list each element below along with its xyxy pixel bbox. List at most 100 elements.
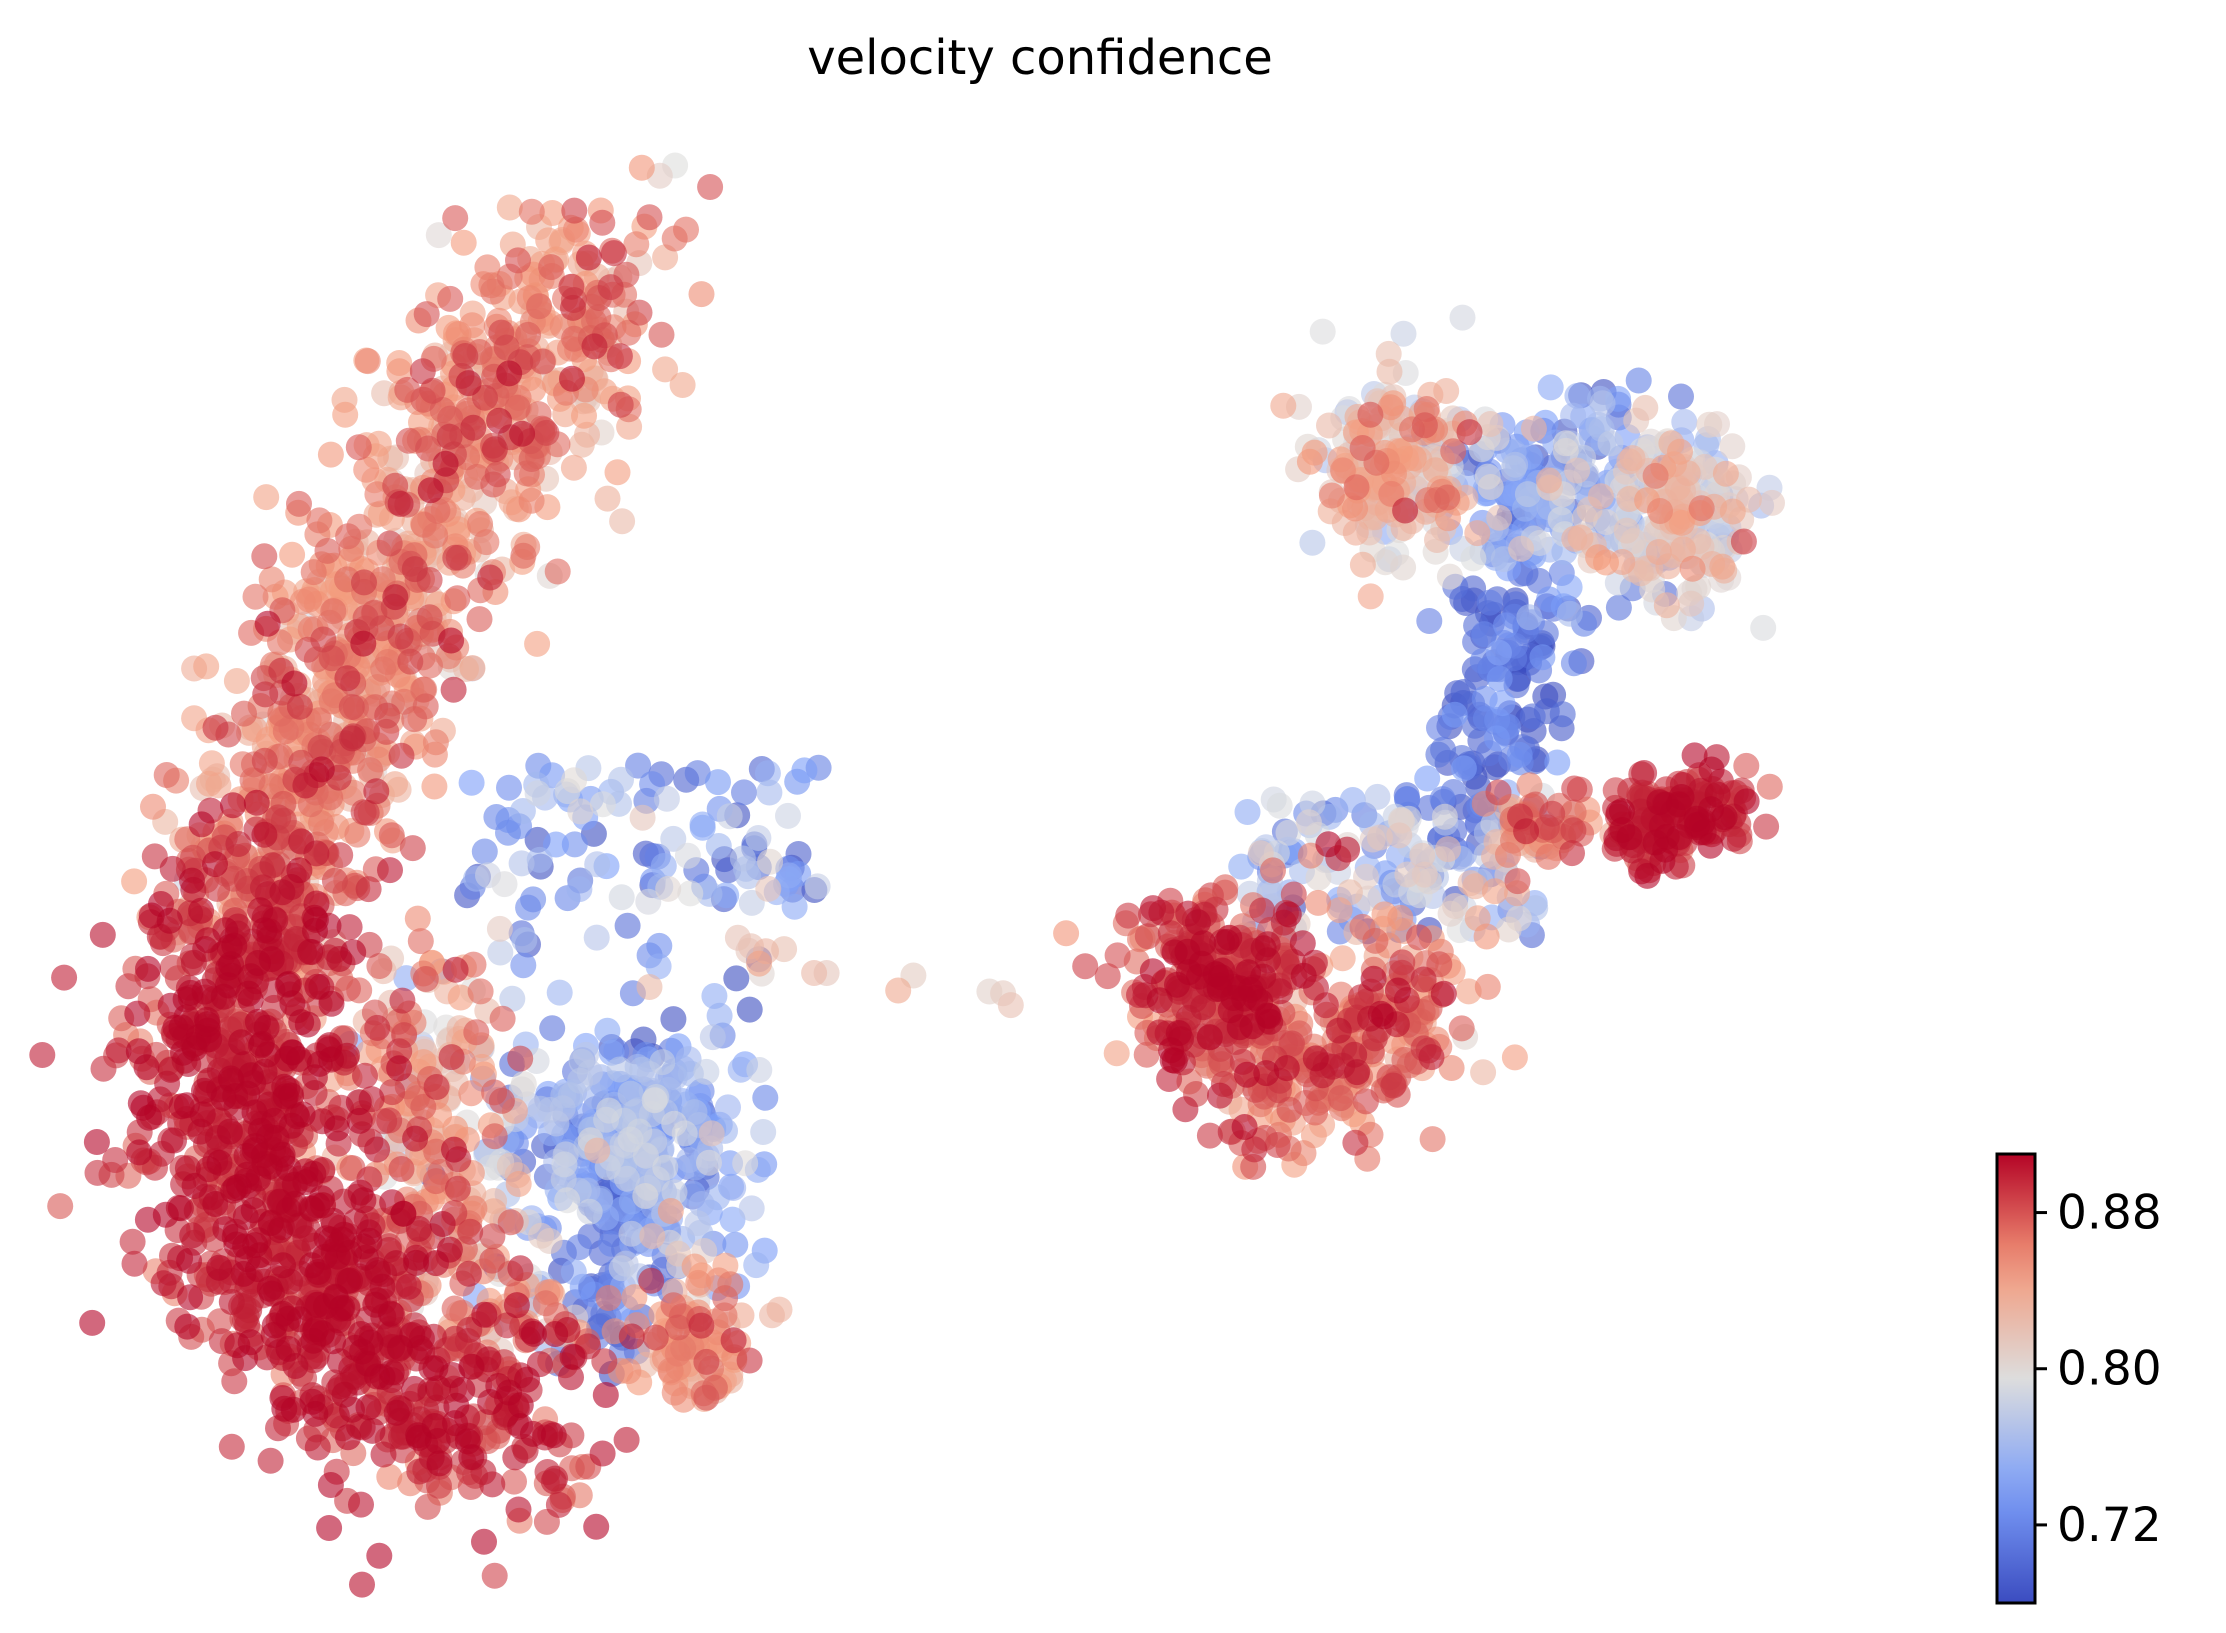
scatter-point — [1202, 961, 1229, 988]
scatter-point — [422, 1168, 449, 1195]
scatter-point — [1460, 545, 1487, 572]
scatter-point — [584, 1137, 611, 1164]
scatter-point — [198, 750, 225, 777]
scatter-point — [1514, 481, 1541, 508]
scatter-point — [335, 523, 362, 550]
scatter-point — [382, 584, 409, 611]
scatter-point — [296, 586, 323, 613]
scatter-point — [518, 1318, 545, 1345]
scatter-point — [618, 1323, 645, 1350]
scatter-point — [1342, 495, 1369, 522]
scatter-point — [308, 756, 335, 783]
scatter-point — [1329, 945, 1356, 972]
scatter-point — [635, 888, 662, 915]
scatter-point — [567, 798, 594, 825]
scatter-point — [720, 1327, 747, 1354]
scatter-point — [1134, 923, 1161, 950]
scatter-point — [595, 1285, 622, 1311]
scatter-point — [705, 833, 732, 859]
scatter-point — [720, 1175, 747, 1201]
scatter-point — [539, 200, 566, 226]
scatter-point — [1115, 902, 1142, 929]
scatter-point — [259, 852, 286, 879]
scatter-point — [558, 273, 585, 300]
scatter-point — [386, 1055, 413, 1082]
scatter-point — [618, 1220, 645, 1247]
scatter-point — [471, 1301, 498, 1328]
scatter-point — [409, 358, 436, 385]
scatter-point — [399, 835, 426, 862]
scatter-point — [1196, 1024, 1223, 1051]
scatter-point — [377, 857, 403, 884]
scatter-point — [1234, 1061, 1260, 1088]
scatter-point — [589, 209, 616, 236]
scatter-point — [202, 851, 228, 878]
scatter-point — [791, 757, 818, 784]
scatter-point — [225, 831, 252, 857]
scatter-point — [191, 1077, 217, 1104]
scatter-point — [1613, 517, 1640, 544]
scatter-point — [355, 876, 382, 903]
scatter-point — [376, 530, 403, 557]
scatter-point — [153, 762, 180, 788]
scatter-point — [515, 894, 542, 921]
scatter-point — [608, 884, 635, 911]
scatter-point — [1669, 536, 1696, 563]
scatter-point — [251, 543, 278, 570]
scatter-point — [407, 928, 434, 955]
scatter-point — [559, 365, 585, 392]
scatter-point — [136, 1104, 163, 1131]
scatter-point — [1520, 415, 1547, 442]
scatter-point — [463, 1019, 490, 1046]
scatter-point — [645, 953, 672, 980]
scatter-point — [496, 194, 523, 221]
scatter-point — [479, 1247, 506, 1274]
scatter-point — [716, 803, 743, 830]
scatter-point — [685, 1269, 712, 1296]
scatter-point — [1380, 1072, 1407, 1099]
scatter-point — [251, 821, 278, 848]
scatter-point — [543, 1110, 570, 1137]
scatter-point — [349, 1571, 375, 1598]
scatter-point — [412, 966, 439, 992]
scatter-point — [51, 964, 78, 991]
scatter-point — [1318, 482, 1345, 509]
scatter-point — [288, 828, 315, 855]
scatter-point — [1696, 411, 1723, 438]
scatter-point — [332, 401, 359, 428]
scatter-point — [1376, 358, 1403, 385]
scatter-point — [1477, 474, 1504, 500]
scatter-point — [1535, 843, 1562, 870]
scatter-point — [1296, 448, 1323, 475]
scatter-point — [471, 1528, 497, 1555]
scatter-point — [594, 485, 621, 512]
scatter-point — [1305, 889, 1332, 916]
scatter-point — [491, 871, 518, 898]
scatter-point — [202, 714, 229, 741]
scatter-point — [505, 1171, 532, 1197]
scatter-point — [542, 1465, 569, 1492]
scatter-point — [1712, 460, 1739, 487]
scatter-point — [405, 1422, 432, 1449]
scatter-point — [270, 1252, 296, 1279]
scatter-point — [1249, 897, 1276, 924]
scatter-point — [105, 1037, 132, 1064]
scatter-point — [560, 294, 586, 321]
scatter-point — [1486, 504, 1513, 531]
scatter-point — [383, 1399, 410, 1426]
scatter-point — [1561, 775, 1588, 802]
scatter-point — [515, 321, 542, 348]
scatter-point — [604, 459, 631, 486]
scatter-point — [232, 1204, 259, 1230]
scatter-point — [1411, 412, 1438, 439]
scatter-point — [1436, 563, 1463, 590]
scatter-point — [327, 842, 354, 869]
scatter-point — [102, 1147, 129, 1173]
scatter-point — [379, 1079, 406, 1106]
scatter-point — [441, 1136, 467, 1163]
scatter-point — [1414, 765, 1441, 792]
scatter-point — [540, 1422, 567, 1449]
scatter-point — [417, 477, 444, 504]
scatter-point — [251, 747, 278, 774]
scatter-point — [1220, 985, 1247, 1011]
